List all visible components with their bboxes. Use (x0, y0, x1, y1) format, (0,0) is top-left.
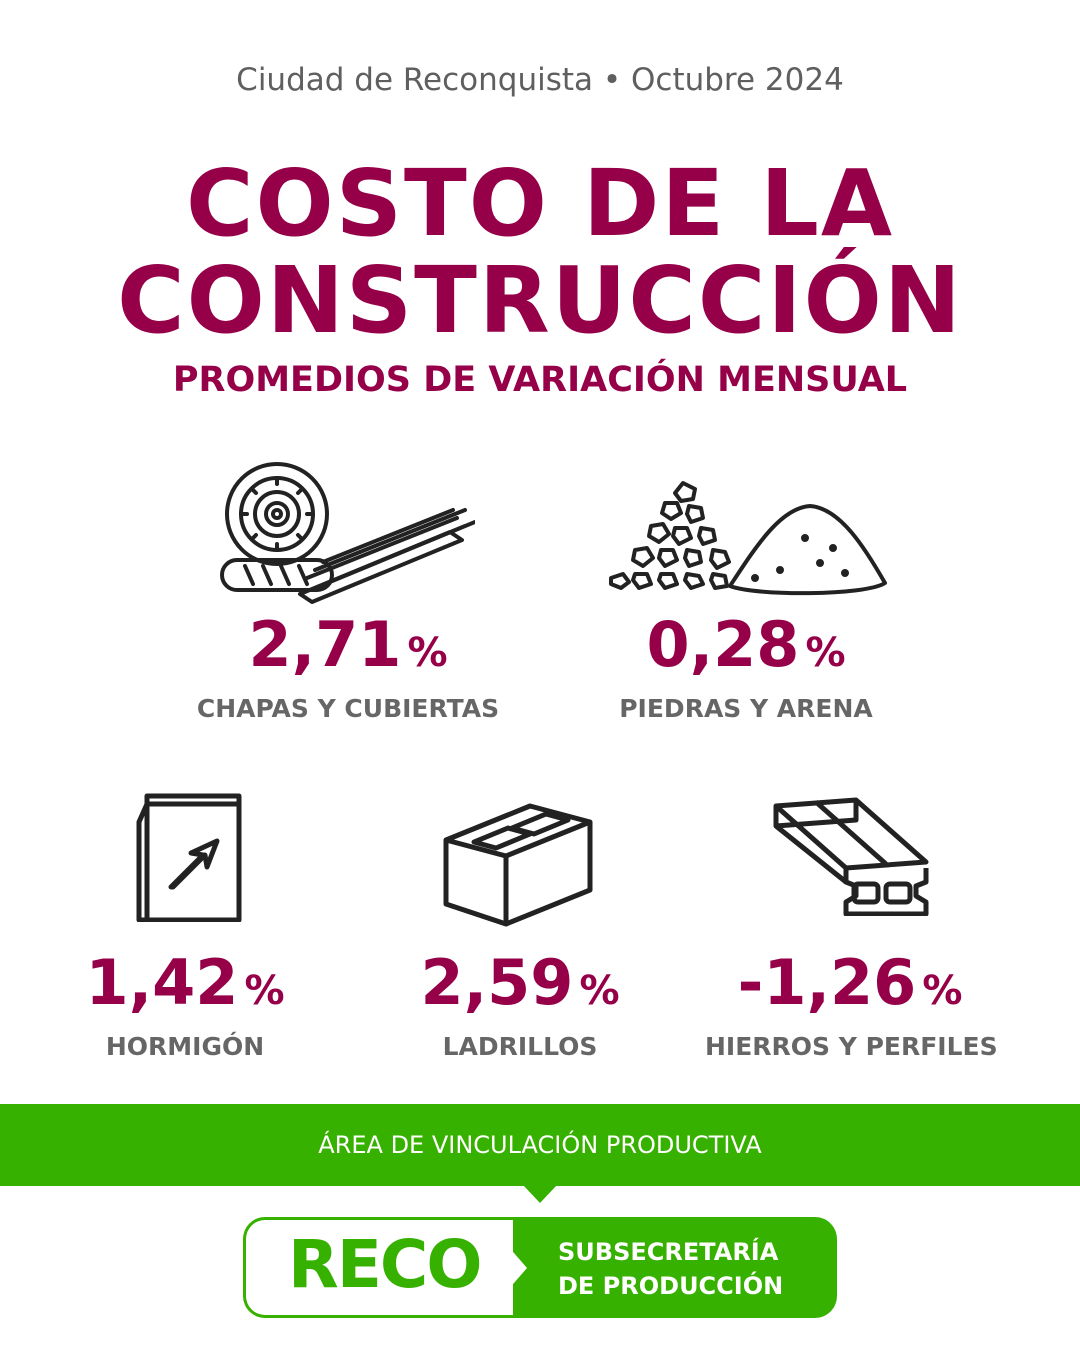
corrugated-sheets-icon (220, 462, 475, 604)
logo-subtitle: SUBSECRETARÍA DE PRODUCCIÓN (558, 1235, 783, 1303)
stat-hierros: -1,26% HIERROS Y PERFILES (705, 952, 998, 1062)
value-unit: % (244, 968, 285, 1014)
brick-block-icon (443, 803, 593, 927)
logo-sub-line2: DE PRODUCCIÓN (558, 1272, 784, 1300)
logo-right-panel (513, 1217, 837, 1318)
stat-label: LADRILLOS (442, 1032, 598, 1061)
stat-label: CHAPAS Y CUBIERTAS (196, 694, 500, 723)
value-unit: % (922, 968, 963, 1014)
value-unit: % (805, 630, 846, 676)
value-number: 0,28 (646, 608, 800, 681)
stat-piedras: 0,28% PIEDRAS Y ARENA (600, 614, 892, 724)
steel-beam-icon (773, 797, 929, 916)
value-number: 2,59 (420, 946, 574, 1019)
stat-value: -1,26% (705, 952, 995, 1014)
page-title-line1: COSTO DE LA (185, 150, 895, 257)
stat-value: 1,42% (60, 952, 310, 1014)
stat-label: PIEDRAS Y ARENA (619, 694, 873, 723)
stat-label: HORMIGÓN (105, 1032, 265, 1061)
stones-sand-icon (609, 481, 887, 596)
logo-sub-line1: SUBSECRETARÍA (558, 1238, 779, 1266)
page-subtitle: PROMEDIOS DE VARIACIÓN MENSUAL (172, 360, 908, 400)
stat-hormigon: 1,42% HORMIGÓN (60, 952, 310, 1062)
value-unit: % (579, 968, 620, 1014)
stat-value: 2,71% (195, 614, 501, 676)
stat-ladrillos: 2,59% LADRILLOS (395, 952, 645, 1062)
stat-value: 0,28% (600, 614, 892, 676)
value-unit: % (407, 630, 448, 676)
logo-arrow-notch (507, 1245, 527, 1291)
logo-left-panel: RECO (243, 1217, 516, 1318)
banner-arrow (523, 1185, 557, 1203)
cement-bag-icon (136, 793, 242, 922)
value-number: 1,42 (85, 946, 239, 1019)
value-number: 2,71 (248, 608, 402, 681)
logo-text: RECO (288, 1226, 482, 1303)
reco-logo: RECO SUBSECRETARÍA DE PRODUCCIÓN (243, 1217, 837, 1318)
stat-chapas: 2,71% CHAPAS Y CUBIERTAS (195, 614, 501, 724)
page-title-line2: CONSTRUCCIÓN (117, 247, 963, 354)
stat-value: 2,59% (395, 952, 645, 1014)
stat-label: HIERROS Y PERFILES (705, 1032, 998, 1061)
value-number: -1,26 (737, 946, 917, 1019)
footer-banner: ÁREA DE VINCULACIÓN PRODUCTIVA (0, 1104, 1080, 1186)
location-date: Ciudad de Reconquista • Octubre 2024 (236, 62, 844, 98)
